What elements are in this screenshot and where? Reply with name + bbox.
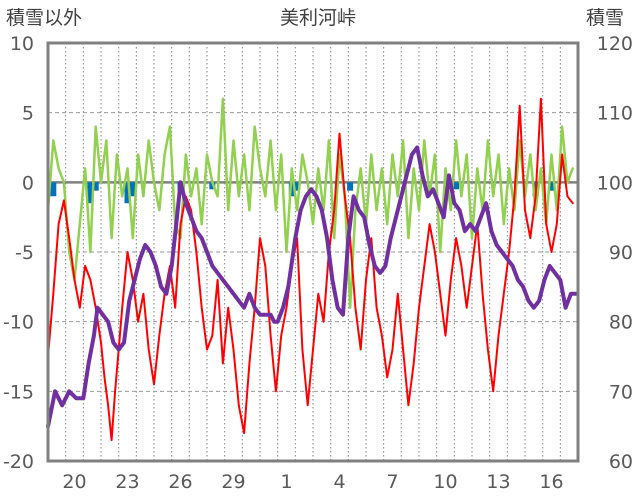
x-tick-label: 10 xyxy=(433,471,457,493)
right-tick-label: 60 xyxy=(609,451,633,473)
precipitation-bar xyxy=(92,182,99,191)
x-tick-label: 20 xyxy=(62,471,86,493)
x-tick-label: 26 xyxy=(168,471,192,493)
right-tick-labels: 120 110 100 90 80 70 60 xyxy=(597,33,633,473)
x-tick-label: 7 xyxy=(386,471,398,493)
precipitation-bar xyxy=(288,182,295,197)
right-tick-label: 70 xyxy=(609,381,633,403)
right-tick-label: 120 xyxy=(597,33,633,55)
precipitation-bar xyxy=(453,182,460,190)
right-tick-label: 80 xyxy=(609,312,633,334)
plot-area xyxy=(46,97,579,442)
precipitation-bar xyxy=(50,182,57,197)
x-tick-label: 23 xyxy=(115,471,139,493)
left-tick-label: 10 xyxy=(10,33,34,55)
right-tick-label: 110 xyxy=(597,103,633,125)
temperature-line xyxy=(47,97,574,442)
x-tick-label: 4 xyxy=(333,471,345,493)
chart-title: 美利河峠 xyxy=(280,7,356,29)
precipitation-bar xyxy=(548,182,555,191)
left-tick-label: -15 xyxy=(3,381,34,403)
right-axis-label: 積雪 xyxy=(586,7,624,29)
precipitation-bar xyxy=(294,182,301,191)
x-tick-labels: 20 23 26 29 1 4 7 10 13 16 xyxy=(62,471,563,493)
plot-frame xyxy=(46,41,580,463)
snowfall-line xyxy=(46,97,574,309)
horizontal-gridlines xyxy=(48,112,578,392)
left-tick-label: -10 xyxy=(3,312,34,334)
precipitation-bar xyxy=(87,182,94,204)
precipitation-bar xyxy=(347,182,354,191)
left-tick-label: 0 xyxy=(22,172,34,194)
snow-depth-line xyxy=(46,145,579,429)
x-tick-label: 29 xyxy=(221,471,245,493)
left-tick-label: -5 xyxy=(15,242,34,264)
x-tick-label: 1 xyxy=(280,471,292,493)
precipitation-bar xyxy=(129,182,136,197)
right-tick-label: 100 xyxy=(597,172,633,194)
left-tick-label: -20 xyxy=(3,451,34,473)
left-axis-label: 積雪以外 xyxy=(6,7,82,29)
precipitation-bar xyxy=(124,182,131,204)
left-tick-label: 5 xyxy=(22,103,34,125)
x-tick-label: 13 xyxy=(486,471,510,493)
right-tick-label: 90 xyxy=(609,242,633,264)
x-tick-label: 16 xyxy=(539,471,563,493)
left-tick-labels: 10 5 0 -5 -10 -15 -20 xyxy=(3,33,34,473)
